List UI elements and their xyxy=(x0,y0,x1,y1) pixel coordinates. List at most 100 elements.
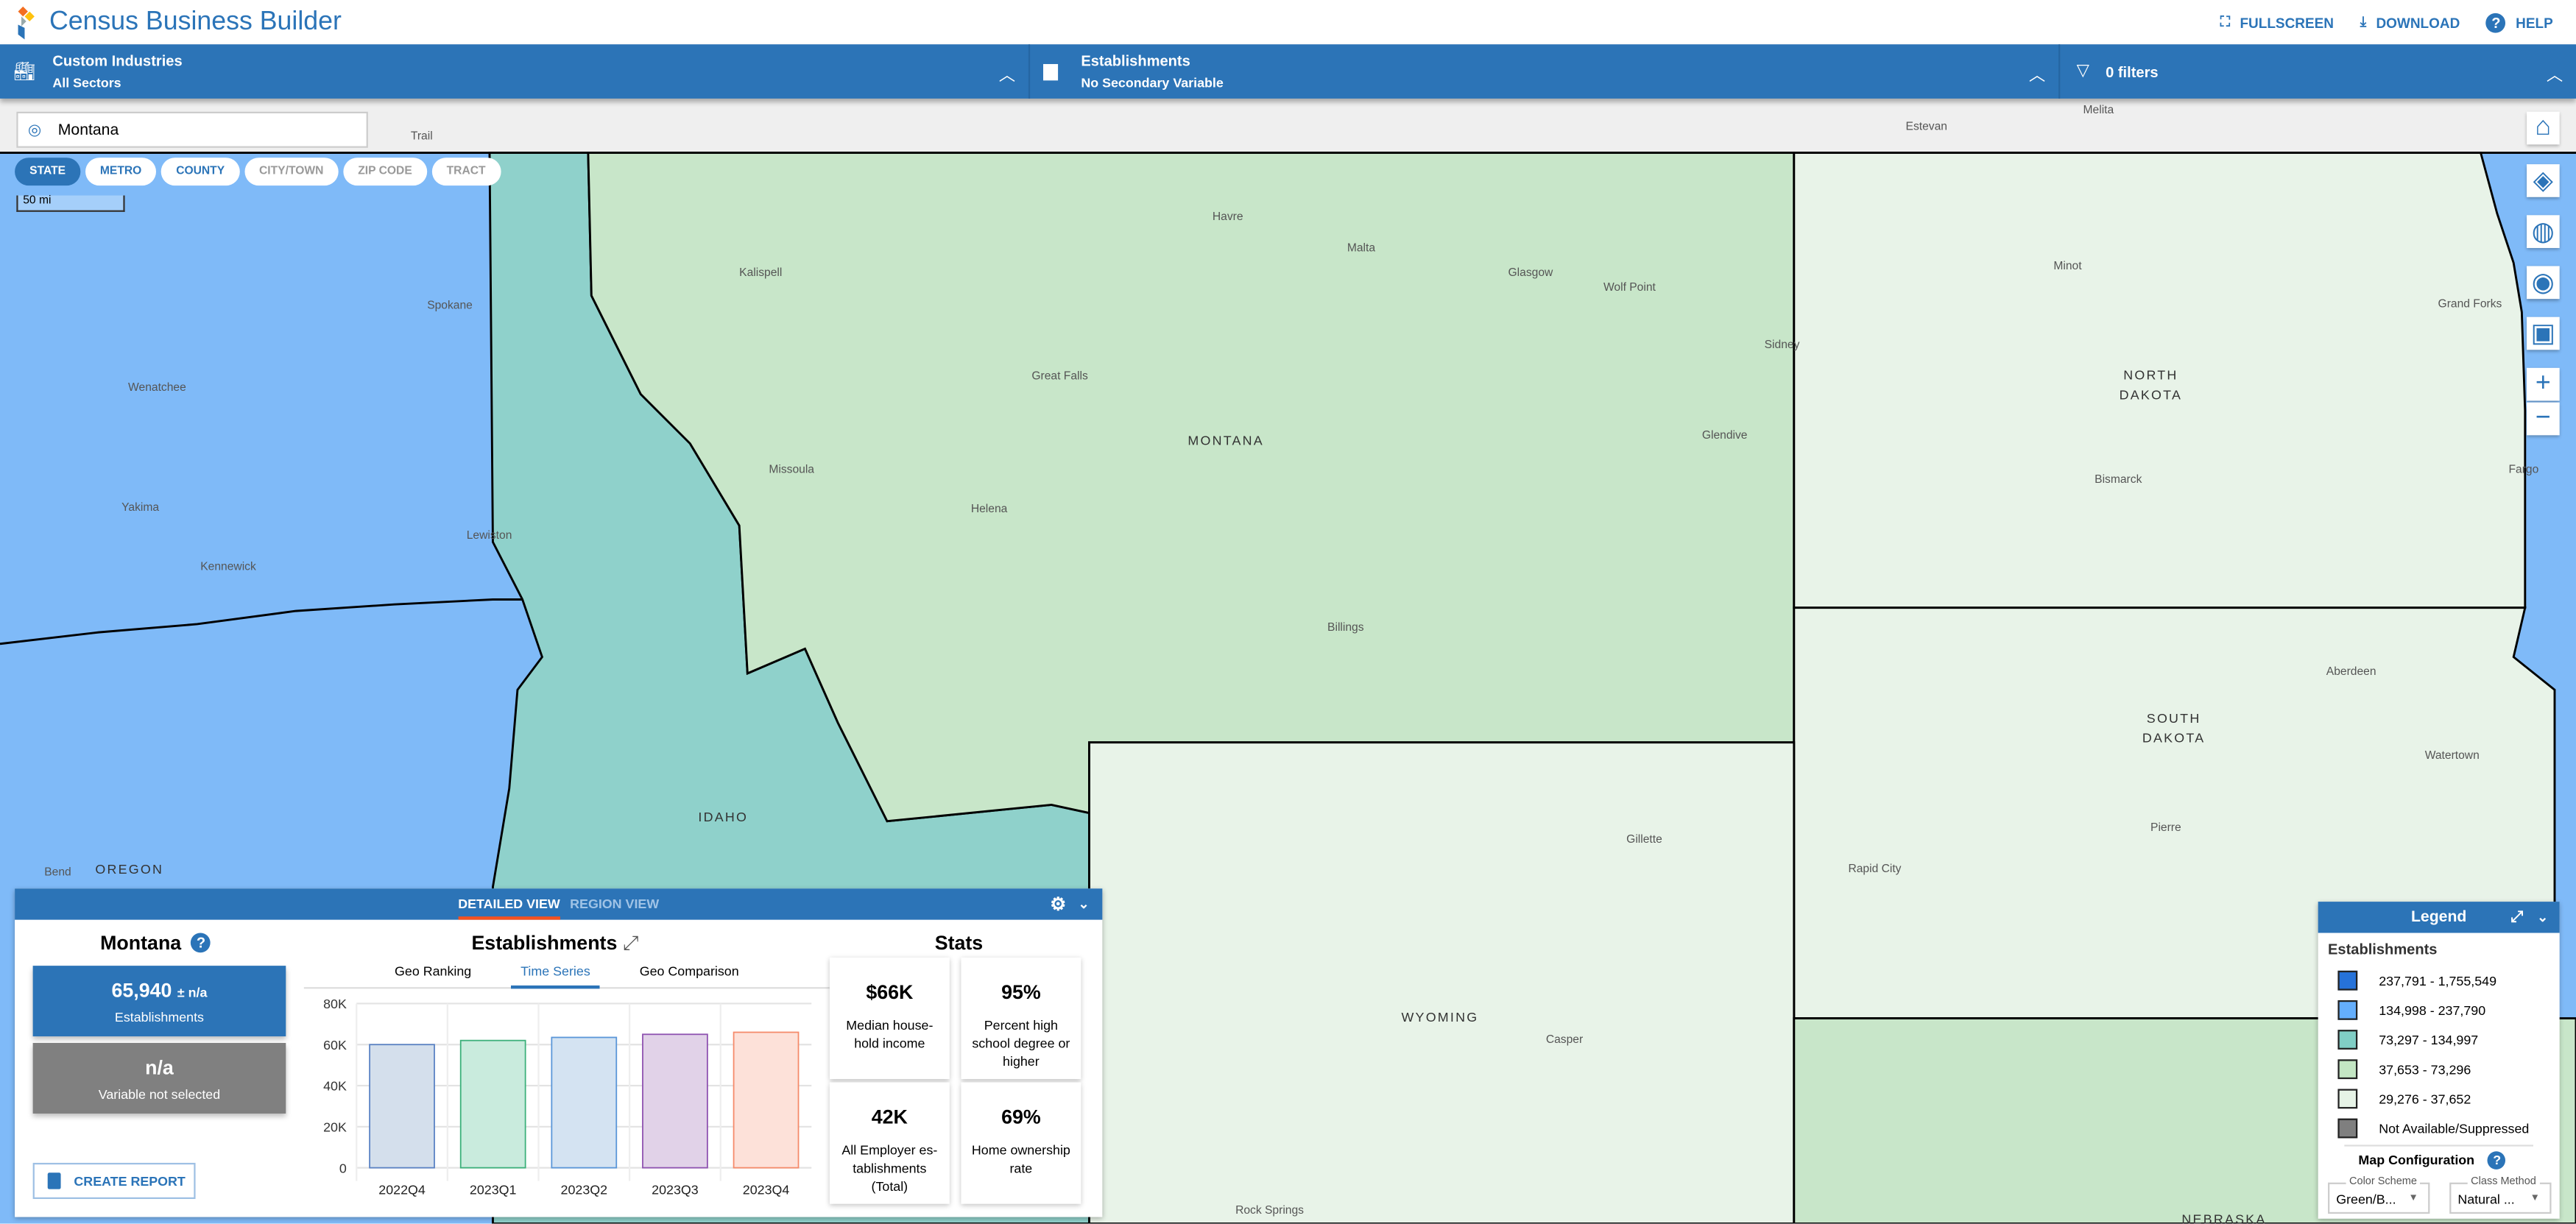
stat-label: Percent high school degree or higher xyxy=(972,1018,1070,1069)
city-label: Bismarck xyxy=(2095,474,2142,487)
city-label: Lewiston xyxy=(466,530,512,542)
color-scheme-value: Green/B... xyxy=(2336,1192,2396,1208)
fullscreen-button[interactable]: ⛶ FULLSCREEN xyxy=(2220,13,2334,32)
state-label: NORTH DAKOTA xyxy=(2119,367,2183,403)
selection-bar: 🏭︎ Custom Industries All Sectors ︿ Establ… xyxy=(0,44,2576,99)
city-label: Kalispell xyxy=(739,267,783,280)
help-icon[interactable]: ? xyxy=(191,933,211,953)
state-label: MONTANA xyxy=(1188,434,1264,449)
report-icon xyxy=(47,1172,61,1189)
chevron-up-icon[interactable]: ︿ xyxy=(2028,67,2046,86)
legend-swatch xyxy=(2337,1030,2358,1050)
basemap-button[interactable]: ◍ xyxy=(2527,215,2560,248)
geo-level-state[interactable]: STATE xyxy=(15,158,81,186)
home-button[interactable]: ⌂ xyxy=(2527,111,2560,145)
filters-selector[interactable]: ▽ 0 filters ︿ xyxy=(2060,44,2576,99)
bar-2023Q3 xyxy=(642,1033,708,1169)
scale-bar: 50 mi xyxy=(16,195,125,212)
legend-swatch xyxy=(2337,970,2358,991)
search-input[interactable]: Montana xyxy=(57,121,119,139)
industry-selector[interactable]: 🏭︎ Custom Industries All Sectors ︿ xyxy=(0,44,1031,99)
geo-name: Montana xyxy=(100,931,182,955)
dashboard-button[interactable]: ▣ xyxy=(2527,316,2560,350)
map-canvas[interactable]: Trail Estevan Melita Havre Kalispell Malta Gla… xyxy=(0,98,2576,1224)
geo-level-city-town[interactable]: CITY/TOWN xyxy=(244,158,339,186)
primary-value: 65,940 xyxy=(111,978,172,1002)
color-scheme-select[interactable]: Color Scheme Green/B... ▼ xyxy=(2328,1175,2430,1214)
geo-level-tract[interactable]: TRACT xyxy=(431,158,501,186)
chart-tab-geo-comparison[interactable]: Geo Comparison xyxy=(639,963,739,979)
download-label: DOWNLOAD xyxy=(2376,13,2460,31)
globe-icon: ◍ xyxy=(2531,218,2555,247)
expand-icon[interactable]: ⤢ xyxy=(2510,908,2524,927)
layers-button[interactable]: ◈ xyxy=(2527,164,2560,197)
state-wyoming xyxy=(1088,741,1796,1224)
help-icon: ? xyxy=(2485,12,2506,32)
geo-level-zip-code[interactable]: ZIP CODE xyxy=(343,158,427,186)
city-label: Melita xyxy=(2083,105,2114,117)
primary-value-card: 65,940 ± n/a Establishments xyxy=(32,966,286,1037)
chart-tab-geo-ranking[interactable]: Geo Ranking xyxy=(395,963,472,979)
city-label: Malta xyxy=(1347,243,1376,255)
city-label: Yakima xyxy=(121,502,160,514)
city-label: Glendive xyxy=(1701,430,1748,442)
plus-icon: + xyxy=(2535,369,2551,398)
legend-swatch xyxy=(2337,1089,2358,1109)
geo-level-selector: STATE METRO COUNTY CITY/TOWN ZIP CODE TRACT xyxy=(15,158,501,186)
filters-label: 0 filters xyxy=(2106,63,2159,80)
tab-region-view[interactable]: REGION VIEW xyxy=(570,896,660,912)
chart-tabs: Geo Ranking Time Series Geo Comparison xyxy=(303,961,830,989)
stat-value: 42K xyxy=(871,1105,908,1129)
tab-detailed-view[interactable]: DETAILED VIEW xyxy=(458,888,560,920)
app-title: Census Business Builder xyxy=(49,7,342,35)
app-logo[interactable]: Census Business Builder xyxy=(16,5,342,39)
bar-2022Q4 xyxy=(369,1044,435,1169)
legend-title: Legend xyxy=(2410,908,2467,927)
bar-chart-icon xyxy=(1043,63,1059,80)
zoom-in-button[interactable]: + xyxy=(2527,367,2560,401)
state-label: NEBRASKA xyxy=(2181,1211,2267,1224)
class-method-caption: Class Method xyxy=(2467,1175,2540,1189)
help-button[interactable]: ? HELP xyxy=(2485,12,2553,32)
gear-icon[interactable]: ⚙ xyxy=(1050,895,1067,915)
x-tick-label: 2023Q2 xyxy=(561,1182,608,1197)
dashboard-icon: ▣ xyxy=(2530,320,2556,349)
fullscreen-label: FULLSCREEN xyxy=(2240,13,2334,31)
geo-level-county[interactable]: COUNTY xyxy=(161,158,240,186)
zoom-out-button[interactable]: − xyxy=(2527,402,2560,436)
chart-tab-time-series[interactable]: Time Series xyxy=(510,961,601,989)
city-label: Grand Forks xyxy=(2438,299,2502,311)
chevron-up-icon[interactable]: ︿ xyxy=(998,67,1016,86)
state-label: OREGON xyxy=(95,862,164,877)
help-icon[interactable]: ? xyxy=(2488,1152,2507,1170)
class-method-select[interactable]: Class Method Natural ... ▼ xyxy=(2449,1175,2552,1214)
visibility-button[interactable]: ◉ xyxy=(2527,266,2560,300)
chevron-down-icon[interactable]: ⌄ xyxy=(1078,896,1090,912)
city-label: Casper xyxy=(1545,1034,1584,1047)
stat-label: Home ownership rate xyxy=(971,1143,1070,1176)
city-label: Rock Springs xyxy=(1235,1205,1305,1217)
legend-panel: Legend ⤢ ⌄ Establishments 237,791 - 1,75… xyxy=(2318,902,2560,1219)
city-label: Helena xyxy=(970,504,1008,516)
city-label: Great Falls xyxy=(1031,371,1088,383)
chevron-down-icon[interactable]: ⌄ xyxy=(2537,910,2549,925)
chevron-up-icon[interactable]: ︿ xyxy=(2546,67,2563,86)
stat-value: 69% xyxy=(1001,1105,1041,1129)
download-button[interactable]: ⤓ DOWNLOAD xyxy=(2360,13,2460,32)
home-icon: ⌂ xyxy=(2535,113,2552,141)
legend-class: 134,998 - 237,790 xyxy=(2318,995,2560,1025)
stats-title: Stats xyxy=(934,931,984,955)
variable-selector[interactable]: Establishments No Secondary Variable ︿ xyxy=(1030,44,2061,99)
city-label: Wenatchee xyxy=(128,382,186,395)
legend-divider xyxy=(2344,1145,2533,1147)
filter-icon: ▽ xyxy=(2076,62,2089,81)
location-search[interactable]: ◎ Montana xyxy=(16,111,368,148)
legend-class: Not Available/Suppressed xyxy=(2318,1114,2560,1143)
city-label: Rapid City xyxy=(1848,863,1902,876)
expand-icon[interactable]: ⤢ xyxy=(622,931,639,955)
map-config-title: Map Configuration xyxy=(2358,1153,2475,1168)
legend-class: 37,653 - 73,296 xyxy=(2318,1055,2560,1084)
x-tick-label: 2023Q4 xyxy=(743,1182,790,1197)
create-report-button[interactable]: CREATE REPORT xyxy=(32,1162,196,1199)
geo-level-metro[interactable]: METRO xyxy=(85,158,157,186)
